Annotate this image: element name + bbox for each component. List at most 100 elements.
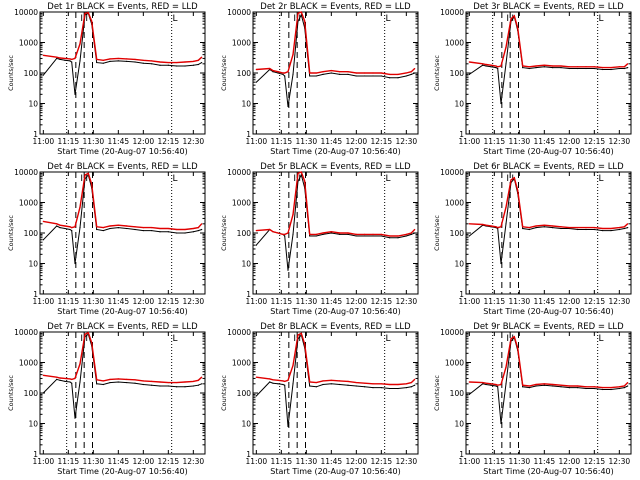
data-point [543, 383, 545, 385]
x-tick-label: 12:00 [346, 297, 368, 306]
data-point [602, 68, 604, 71]
top-marker-label: L [172, 14, 177, 24]
top-marker-label: I [80, 334, 83, 344]
data-point [389, 77, 391, 79]
data-point [602, 387, 604, 389]
data-point [192, 64, 194, 66]
y-tick-label: 1000 [19, 359, 38, 368]
data-point [330, 69, 332, 72]
data-point [255, 229, 257, 232]
data-point [339, 380, 341, 382]
data-point [372, 75, 374, 77]
data-point [495, 385, 497, 387]
data-point [69, 58, 71, 60]
data-point [397, 77, 399, 79]
x-tick-label: 11:45 [534, 457, 556, 466]
data-point [585, 67, 587, 70]
y-tick-label: 10000 [14, 168, 38, 177]
data-point [102, 59, 104, 61]
x-tick-label: 12:30 [609, 457, 631, 466]
data-point [372, 387, 374, 389]
data-point [272, 69, 274, 72]
data-point [330, 231, 332, 233]
y-axis-label: Counts/sec [7, 55, 15, 91]
data-point [380, 72, 382, 74]
data-point [87, 12, 89, 14]
data-point [405, 387, 407, 389]
x-tick-label: 12:30 [396, 137, 418, 146]
data-point [159, 64, 161, 66]
data-point [167, 231, 169, 233]
data-point [201, 56, 203, 58]
data-point [159, 385, 161, 387]
data-point [618, 228, 620, 231]
data-point [79, 43, 81, 45]
x-tick-label: 11:15 [58, 297, 80, 306]
data-point [593, 66, 595, 68]
series-line-events [42, 333, 202, 419]
data-point [74, 262, 76, 265]
data-point [71, 61, 73, 63]
data-point [397, 383, 399, 386]
data-point [126, 381, 128, 384]
data-point [330, 232, 332, 234]
data-point [510, 18, 512, 20]
data-point [497, 66, 499, 68]
data-point [355, 72, 357, 74]
data-point [192, 380, 194, 383]
data-point [176, 381, 178, 384]
data-point [468, 381, 470, 383]
data-point [192, 231, 194, 233]
data-point [109, 58, 111, 60]
data-point [309, 381, 311, 383]
data-point [277, 232, 279, 234]
data-point [397, 235, 399, 237]
data-point [56, 223, 58, 225]
y-tick-label: 1 [459, 450, 464, 459]
data-point [602, 229, 604, 232]
x-tick-label: 11:45 [321, 297, 343, 306]
data-point [287, 379, 289, 381]
data-point [292, 364, 294, 367]
data-point [513, 336, 515, 338]
data-point [552, 67, 554, 69]
data-point [414, 228, 416, 231]
data-point [309, 72, 311, 74]
data-point [405, 75, 407, 77]
plot-frame [465, 11, 632, 135]
data-point [102, 380, 104, 382]
data-point [495, 383, 497, 386]
data-point [142, 59, 144, 61]
data-point [380, 383, 382, 385]
y-tick-label: 100 [24, 389, 39, 398]
data-point [96, 383, 98, 385]
data-point [623, 227, 625, 230]
x-tick-label: 11:00 [33, 137, 55, 146]
data-point [282, 233, 284, 235]
y-tick-label: 10000 [227, 8, 251, 17]
data-point [505, 223, 507, 225]
data-point [269, 381, 271, 383]
data-point [410, 386, 412, 388]
data-point [109, 227, 111, 230]
data-point [84, 12, 86, 14]
data-point [623, 387, 625, 389]
data-point [126, 60, 128, 63]
y-tick-label: 1000 [445, 39, 464, 48]
y-tick-label: 1 [246, 450, 251, 459]
data-point [593, 67, 595, 70]
data-point [126, 378, 128, 380]
top-marker-label: I [506, 174, 509, 184]
data-point [468, 393, 470, 395]
data-point [91, 341, 93, 344]
data-point [543, 384, 545, 386]
top-marker-label: I [80, 174, 83, 184]
data-point [292, 73, 294, 75]
data-point [602, 388, 604, 391]
data-point [71, 378, 73, 380]
data-point [568, 227, 570, 229]
data-point [151, 384, 153, 386]
data-point [109, 381, 111, 384]
x-tick-label: 12:30 [609, 297, 631, 306]
data-point [197, 59, 199, 61]
